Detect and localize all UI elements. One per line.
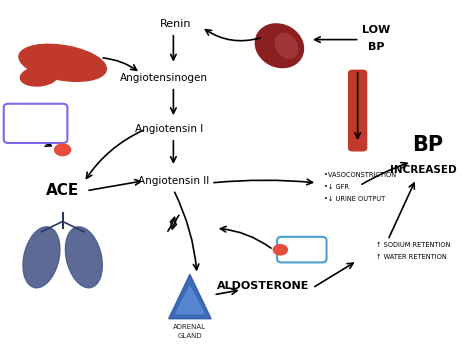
Text: ↑ WATER RETENTION: ↑ WATER RETENTION (376, 254, 447, 260)
Polygon shape (176, 286, 204, 314)
Text: ACE: ACE (46, 183, 79, 198)
Text: Angiotensinogen: Angiotensinogen (120, 73, 208, 83)
Text: –: – (278, 245, 283, 255)
Text: Inhibitors: Inhibitors (18, 125, 54, 134)
Text: INCREASED: INCREASED (390, 165, 456, 175)
Text: Angiotensin II: Angiotensin II (138, 175, 209, 185)
Text: BP: BP (368, 42, 384, 52)
Ellipse shape (275, 33, 298, 58)
Text: •↓ GFR: •↓ GFR (324, 184, 349, 190)
Ellipse shape (23, 227, 60, 288)
Ellipse shape (20, 67, 58, 86)
Circle shape (273, 245, 287, 255)
Ellipse shape (19, 44, 106, 81)
Text: •VASOCONSTRICTION: •VASOCONSTRICTION (324, 172, 396, 179)
Text: Angiotensin I: Angiotensin I (135, 124, 203, 135)
Text: ARBs: ARBs (289, 245, 315, 254)
Text: BP: BP (412, 135, 443, 155)
Text: GLAND: GLAND (178, 333, 202, 340)
Text: ACE: ACE (27, 114, 45, 122)
Circle shape (55, 144, 71, 155)
Text: ↑ SODIUM RETENTION: ↑ SODIUM RETENTION (376, 243, 450, 248)
Text: Renin: Renin (160, 19, 191, 29)
Text: –: – (60, 145, 65, 155)
Text: LOW: LOW (362, 25, 390, 35)
Polygon shape (169, 275, 211, 319)
Ellipse shape (255, 24, 303, 68)
FancyBboxPatch shape (349, 70, 366, 151)
Ellipse shape (65, 227, 102, 288)
FancyBboxPatch shape (277, 237, 327, 262)
Text: ADRENAL: ADRENAL (173, 324, 206, 330)
FancyBboxPatch shape (4, 104, 67, 143)
Text: •↓ URINE OUTPUT: •↓ URINE OUTPUT (324, 196, 385, 202)
Text: ALDOSTERONE: ALDOSTERONE (217, 281, 309, 291)
